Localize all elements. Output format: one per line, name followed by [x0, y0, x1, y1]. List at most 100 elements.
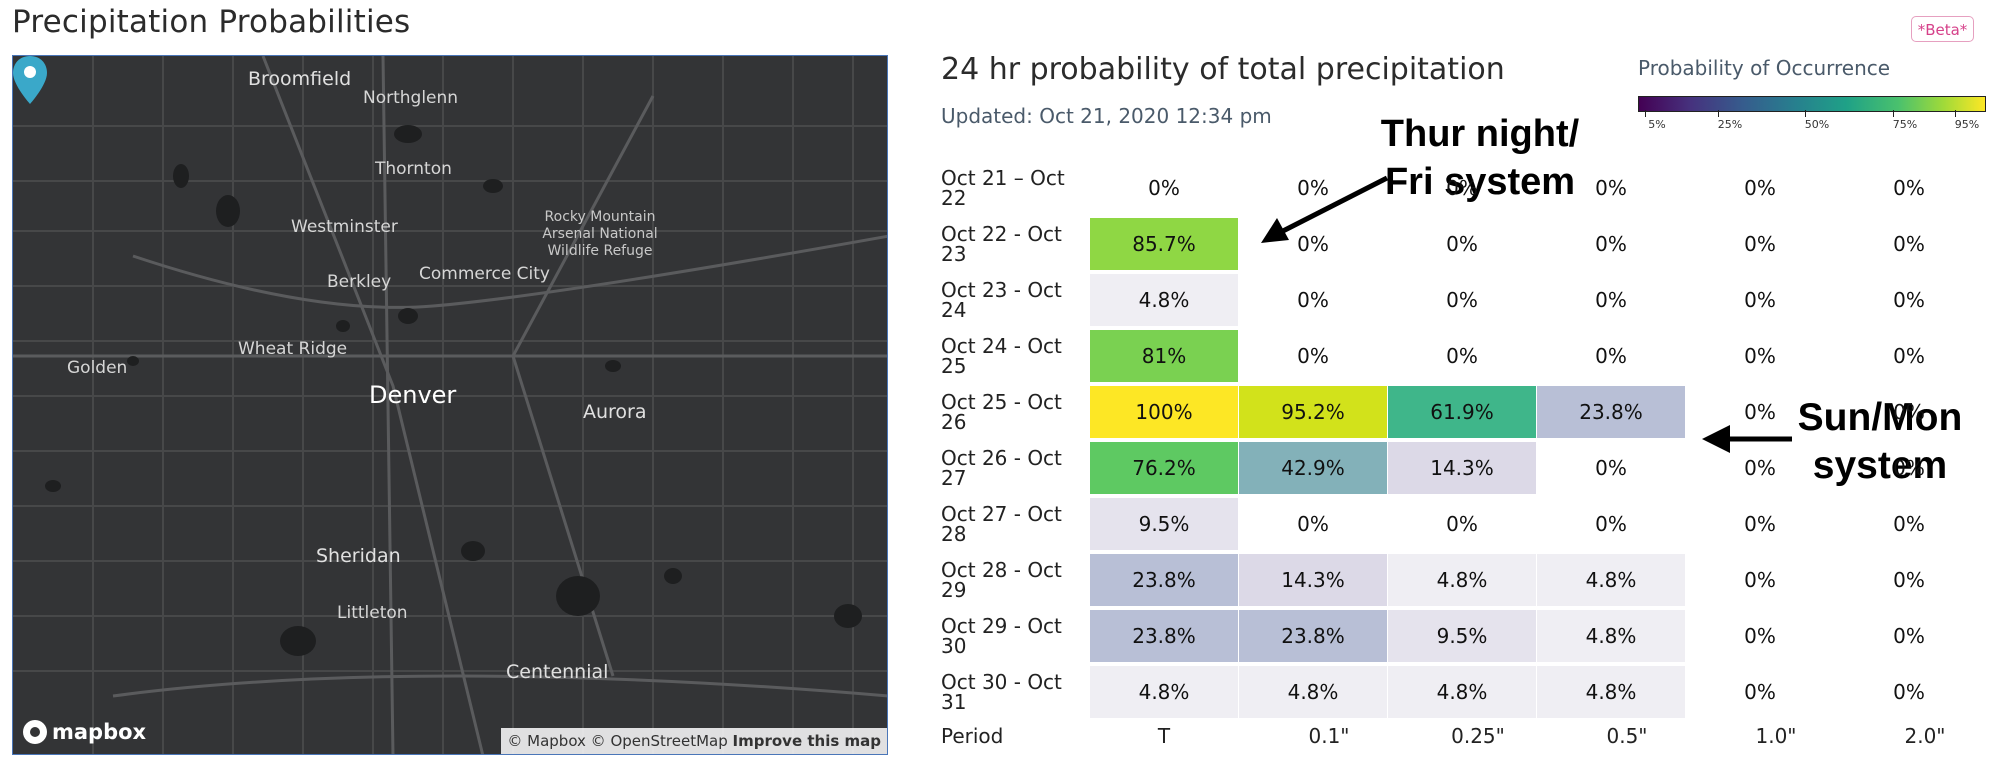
- updated-timestamp: Updated: Oct 21, 2020 12:34 pm: [941, 104, 1272, 128]
- legend-title: Probability of Occurrence: [1638, 56, 1891, 80]
- table-cell: 0%: [1893, 176, 1925, 200]
- map-label-commerce-city: Commerce City: [419, 264, 550, 284]
- row-label: Oct 23 - Oct 24: [941, 280, 1086, 320]
- row-label: Oct 21 – Oct 22: [941, 168, 1086, 208]
- table-cell: 0%: [1446, 176, 1478, 200]
- table-cell: 0%: [1297, 512, 1329, 536]
- table-cell: 0%: [1744, 344, 1776, 368]
- table-cell: 0%: [1595, 344, 1627, 368]
- row-label-line1: Oct 27 - Oct: [941, 502, 1062, 526]
- table-cell: 23.8%: [1090, 554, 1238, 606]
- map-roads: [13, 56, 887, 754]
- table-cell: 0%: [1893, 680, 1925, 704]
- table-cell: 0%: [1297, 232, 1329, 256]
- table-cell: 0%: [1595, 176, 1627, 200]
- table-cell: 0%: [1744, 288, 1776, 312]
- period-axis-label: 2.0": [1904, 724, 1946, 748]
- table-cell: 95.2%: [1239, 386, 1387, 438]
- period-axis-label: 0.1": [1308, 724, 1350, 748]
- table-cell: 0%: [1893, 624, 1925, 648]
- map-label-littleton: Littleton: [337, 603, 408, 623]
- table-cell: 0%: [1744, 624, 1776, 648]
- attribution-text: © Mapbox © OpenStreetMap: [507, 732, 728, 750]
- table-cell: 0%: [1893, 344, 1925, 368]
- annotation-thur-fri: Thur night/ Fri system: [1360, 110, 1600, 206]
- table-cell: 0%: [1297, 344, 1329, 368]
- row-label: Oct 27 - Oct 28: [941, 504, 1086, 544]
- table-cell: 0%: [1744, 568, 1776, 592]
- table-cell: 0%: [1893, 512, 1925, 536]
- row-label-line1: Oct 26 - Oct: [941, 446, 1062, 470]
- table-cell: 0%: [1297, 176, 1329, 200]
- legend-tick-label: 5%: [1648, 118, 1666, 131]
- row-label-line2: 25: [941, 354, 967, 378]
- page-title: Precipitation Probabilities: [12, 4, 411, 40]
- map-label-berkley: Berkley: [327, 272, 392, 292]
- annotation-sun-line1: Sun/Mon: [1797, 396, 1963, 439]
- map-attribution: © Mapbox © OpenStreetMap Improve this ma…: [501, 728, 887, 754]
- map-view[interactable]: Broomfield Northglenn Thornton Westminst…: [12, 55, 888, 755]
- row-label: Oct 29 - Oct 30: [941, 616, 1086, 656]
- legend-tick-mark: [1645, 110, 1646, 117]
- table-cell: 0%: [1595, 288, 1627, 312]
- table-cell: 4.8%: [1537, 666, 1685, 718]
- map-label-broomfield: Broomfield: [248, 68, 352, 90]
- table-cell: 4.8%: [1090, 666, 1238, 718]
- table-cell: 0%: [1595, 456, 1627, 480]
- period-axis-label: 0.25": [1451, 724, 1505, 748]
- table-cell: 0%: [1744, 176, 1776, 200]
- table-cell: 0%: [1893, 568, 1925, 592]
- table-cell: 0%: [1744, 400, 1776, 424]
- row-label-line2: 22: [941, 186, 967, 210]
- table-cell: 4.8%: [1388, 666, 1536, 718]
- beta-badge: *Beta*: [1911, 16, 1974, 42]
- map-pin-icon[interactable]: [13, 56, 47, 104]
- annotation-sun-line2: system: [1812, 444, 1948, 487]
- legend-tick-mark: [1893, 110, 1894, 117]
- table-cell: 0%: [1148, 176, 1180, 200]
- table-cell: 85.7%: [1090, 218, 1238, 270]
- row-label-line2: 30: [941, 634, 967, 658]
- row-label-line1: Oct 24 - Oct: [941, 334, 1062, 358]
- table-cell: 81%: [1090, 330, 1238, 382]
- map-label-aurora: Aurora: [583, 401, 647, 423]
- legend-tick-label: 75%: [1892, 118, 1918, 131]
- annotation-thur-line2: Fri system: [1384, 161, 1576, 203]
- arrow-sun-icon: [1702, 425, 1792, 453]
- row-label-line2: 27: [941, 466, 967, 490]
- table-cell: 4.8%: [1388, 554, 1536, 606]
- map-label-golden: Golden: [67, 358, 128, 378]
- row-label-line1: Oct 30 - Oct: [941, 670, 1062, 694]
- legend-tick-mark: [1718, 110, 1719, 117]
- legend-tick-mark: [1805, 110, 1806, 117]
- row-label-line2: 28: [941, 522, 967, 546]
- table-cell: 0%: [1297, 288, 1329, 312]
- annotation-thur-line1: Thur night/: [1380, 113, 1580, 155]
- table-cell: 0%: [1446, 512, 1478, 536]
- table-cell: 0%: [1446, 232, 1478, 256]
- arrow-thur-icon: [1261, 175, 1389, 243]
- row-label-line2: 26: [941, 410, 967, 434]
- table-cell: 9.5%: [1388, 610, 1536, 662]
- table-cell: 4.8%: [1537, 610, 1685, 662]
- annotation-sun-mon: Sun/Mon system: [1790, 394, 1970, 490]
- legend-tick-mark: [1955, 110, 1956, 117]
- map-label-denver: Denver: [369, 381, 457, 409]
- row-label: Oct 25 - Oct 26: [941, 392, 1086, 432]
- mapbox-logo-icon: [23, 720, 47, 744]
- table-cell: 4.8%: [1090, 274, 1238, 326]
- map-label-rocky-mountain: Rocky Mountain Arsenal National Wildlife…: [542, 209, 658, 259]
- table-cell: 23.8%: [1537, 386, 1685, 438]
- row-label-line2: 31: [941, 690, 967, 714]
- row-label-line1: Oct 21 – Oct: [941, 166, 1065, 190]
- period-axis-label: T: [1157, 724, 1171, 748]
- table-cell: 14.3%: [1239, 554, 1387, 606]
- legend-tick-label: 25%: [1717, 118, 1743, 131]
- table-cell: 0%: [1893, 232, 1925, 256]
- table-cell: 100%: [1090, 386, 1238, 438]
- row-label-line2: 24: [941, 298, 967, 322]
- table-cell: 9.5%: [1090, 498, 1238, 550]
- mapbox-logo[interactable]: mapbox: [23, 720, 146, 744]
- row-label-line1: Oct 29 - Oct: [941, 614, 1062, 638]
- improve-map-link[interactable]: Improve this map: [732, 732, 881, 750]
